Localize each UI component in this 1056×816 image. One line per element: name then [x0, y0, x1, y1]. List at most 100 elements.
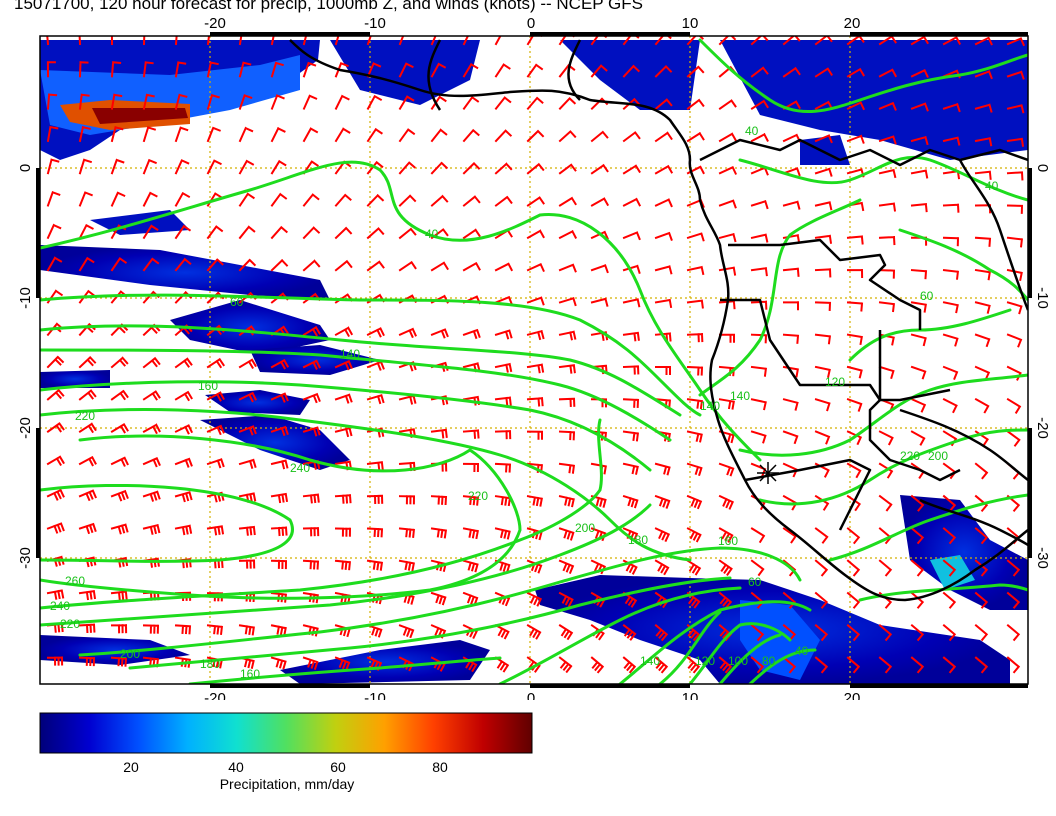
wind-barb [558, 591, 574, 608]
wind-barb [846, 591, 861, 609]
wind-barb [46, 36, 50, 46]
wind-barb [430, 328, 449, 339]
wind-barb [750, 233, 769, 243]
wind-barb [142, 456, 161, 468]
wind-barb [719, 333, 735, 343]
wind-barb [622, 298, 641, 308]
wind-barb [494, 430, 512, 440]
wind-barb [366, 160, 384, 175]
wind-barb [622, 623, 637, 641]
wind-barb [462, 429, 480, 439]
lon-tick-top: 0 [527, 15, 535, 32]
wind-barb [718, 591, 733, 609]
wind-barb [654, 656, 669, 674]
wind-barb [846, 623, 861, 642]
wind-barb [910, 430, 926, 446]
wind-barb [878, 494, 893, 512]
wind-barb [814, 559, 829, 577]
wind-barb [814, 234, 833, 244]
wind-barb [974, 527, 989, 545]
wind-barb [302, 426, 321, 437]
wind-barb [334, 494, 352, 504]
wind-barb [878, 462, 894, 479]
wind-barb [142, 93, 155, 110]
wind-barb [270, 159, 287, 175]
wind-barb [398, 194, 417, 207]
wind-barb [814, 623, 829, 642]
wind-barb [686, 398, 704, 410]
wind-barb [78, 623, 96, 634]
wind-barb [654, 164, 674, 175]
wind-barb [398, 161, 416, 175]
wind-barb [78, 522, 97, 535]
wind-barb [846, 235, 864, 245]
wind-barb [878, 202, 897, 212]
contour-labels: 40 60 140 160 220 240 220 200 180 160 14… [50, 124, 999, 681]
wind-barb [334, 193, 352, 207]
wind-barb [238, 258, 257, 272]
wind-barb [46, 289, 64, 304]
wind-barb [334, 326, 354, 338]
wind-barb [1006, 430, 1021, 447]
wind-barb [655, 366, 671, 375]
wind-barb [782, 333, 800, 344]
wind-barb [686, 559, 702, 576]
map-frame [36, 32, 1032, 688]
wind-barb [1006, 204, 1024, 214]
wind-barb [270, 358, 290, 370]
wind-barb [142, 191, 158, 207]
wind-barb [430, 591, 447, 606]
wind-barb [910, 169, 929, 179]
wind-barb [686, 265, 705, 276]
contour-label: 220 [468, 489, 488, 503]
lon-tick-top: -10 [364, 15, 386, 32]
wind-barb [718, 494, 735, 510]
wind-barb [718, 559, 733, 576]
wind-barb [110, 191, 126, 207]
wind-barb [558, 330, 577, 341]
wind-barb [1006, 171, 1024, 181]
wind-barb [142, 656, 160, 668]
wind-barb [78, 656, 96, 667]
lat-tick-left: -30 [17, 547, 34, 569]
wind-barb [78, 93, 90, 110]
wind-barb [270, 258, 289, 272]
wind-barb [846, 365, 863, 379]
lon-tick-bottom: -20 [204, 690, 226, 700]
lon-tick-bottom: -10 [364, 690, 386, 700]
wind-barb [942, 656, 957, 674]
lon-tick-top: 20 [844, 15, 861, 32]
wind-barb [366, 559, 384, 571]
wind-barb [494, 96, 512, 111]
wind-barb [334, 559, 351, 571]
wind-barb [494, 63, 511, 78]
wind-barb [590, 163, 609, 175]
wind-barb [750, 623, 765, 642]
wind-barb [910, 397, 927, 413]
wind-barb [334, 359, 353, 371]
wind-barb [430, 161, 449, 175]
coastlines [289, 39, 1028, 602]
wind-barb [846, 301, 864, 312]
wind-barb [398, 62, 414, 78]
wind-barb [462, 495, 479, 506]
wind-barb [686, 462, 703, 477]
wind-barb [334, 226, 353, 240]
wind-barb [910, 333, 927, 347]
wind-barb [654, 494, 671, 509]
wind-barb [494, 129, 513, 143]
wind-barb [110, 624, 128, 634]
wind-barb [270, 61, 284, 78]
wind-barb [974, 591, 989, 609]
wind-barb [110, 389, 129, 401]
wind-barb [1006, 397, 1022, 414]
contour-label: 200 [928, 449, 948, 463]
wind-barb [46, 61, 56, 78]
wind-barb [238, 391, 258, 403]
grid-lines [40, 36, 1028, 684]
wind-barb [334, 127, 351, 143]
wind-barb [718, 462, 735, 477]
wind-barb [174, 357, 193, 369]
wind-barb [910, 559, 925, 577]
wind-barb [110, 93, 123, 110]
